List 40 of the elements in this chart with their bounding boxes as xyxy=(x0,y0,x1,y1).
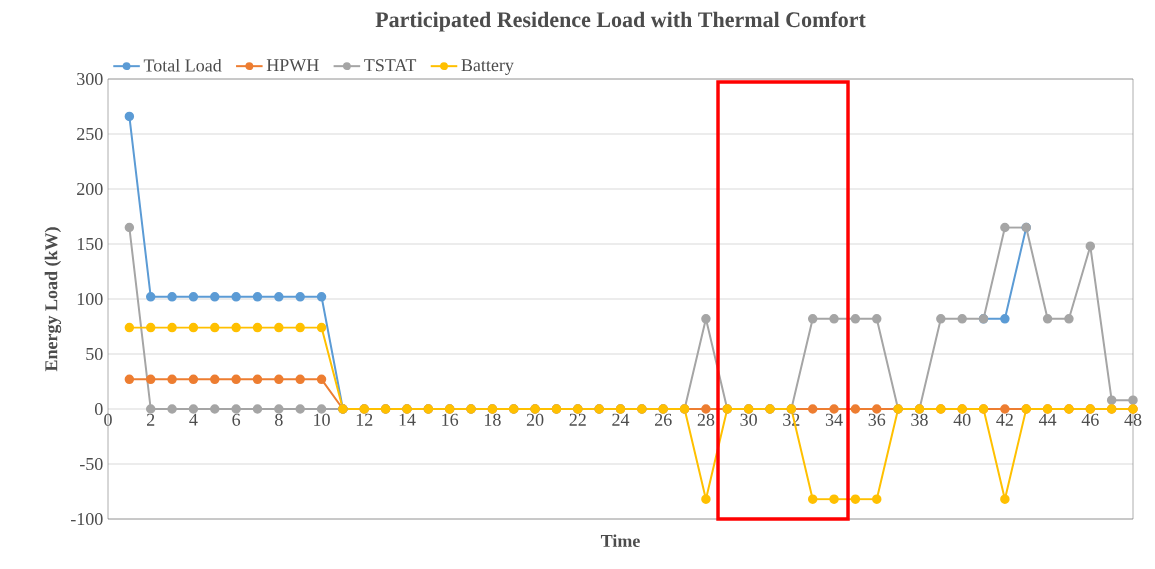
x-tick-label: 24 xyxy=(612,413,630,426)
x-tick-label: 12 xyxy=(356,413,373,426)
y-tick-label: -50 xyxy=(79,457,103,471)
legend-label: TSTAT xyxy=(364,59,417,72)
chart-title: Participated Residence Load with Thermal Comfort xyxy=(375,11,866,32)
legend-label: Battery xyxy=(461,59,514,75)
x-tick-label: 46 xyxy=(1081,413,1099,426)
x-tick-label: 18 xyxy=(484,413,501,426)
y-tick-label: 250 xyxy=(77,127,103,141)
x-tick-label: 14 xyxy=(399,413,416,426)
x-tick-label: 4 xyxy=(189,413,198,426)
legend-label: HPWH xyxy=(266,59,319,72)
x-tick-label: 16 xyxy=(442,413,459,426)
y-tick-label: -100 xyxy=(70,512,103,526)
x-tick-label: 2 xyxy=(147,413,155,426)
y-tick-label: 100 xyxy=(77,292,103,306)
x-tick-label: 38 xyxy=(911,413,928,426)
x-tick-label: 26 xyxy=(655,413,672,426)
y-tick-label: 50 xyxy=(86,347,103,361)
x-tick-label: 22 xyxy=(569,413,586,426)
x-axis-title: Time xyxy=(600,534,640,548)
x-tick-label: 20 xyxy=(526,413,544,426)
y-tick-label: 200 xyxy=(77,182,103,196)
x-tick-label: 28 xyxy=(697,413,715,426)
y-axis-title: Energy Load (kW) xyxy=(44,227,62,372)
x-tick-label: 40 xyxy=(953,413,971,426)
x-tick-label: 34 xyxy=(825,413,843,426)
y-tick-label: 150 xyxy=(77,237,103,251)
y-tick-label: 300 xyxy=(77,72,103,86)
x-tick-label: 42 xyxy=(996,413,1013,426)
x-tick-label: 10 xyxy=(314,413,330,426)
x-tick-label: 8 xyxy=(275,413,283,426)
y-tick-label: 0 xyxy=(94,402,103,416)
x-tick-label: 44 xyxy=(1038,413,1057,426)
x-tick-label: 6 xyxy=(232,413,241,426)
x-tick-label: 48 xyxy=(1124,413,1142,426)
x-tick-label: 36 xyxy=(868,413,886,426)
legend-label: Total Load xyxy=(143,58,222,72)
x-tick-label: 30 xyxy=(740,413,757,426)
x-tick-label: 0 xyxy=(104,413,112,426)
